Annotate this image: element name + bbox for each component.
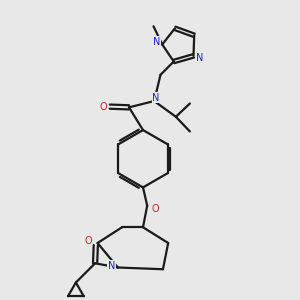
Text: O: O [151, 204, 159, 214]
Text: O: O [84, 236, 92, 246]
Text: N: N [152, 92, 160, 103]
Text: N: N [196, 52, 203, 63]
Text: O: O [100, 102, 107, 112]
Text: N: N [108, 261, 115, 271]
Text: N: N [153, 37, 161, 47]
